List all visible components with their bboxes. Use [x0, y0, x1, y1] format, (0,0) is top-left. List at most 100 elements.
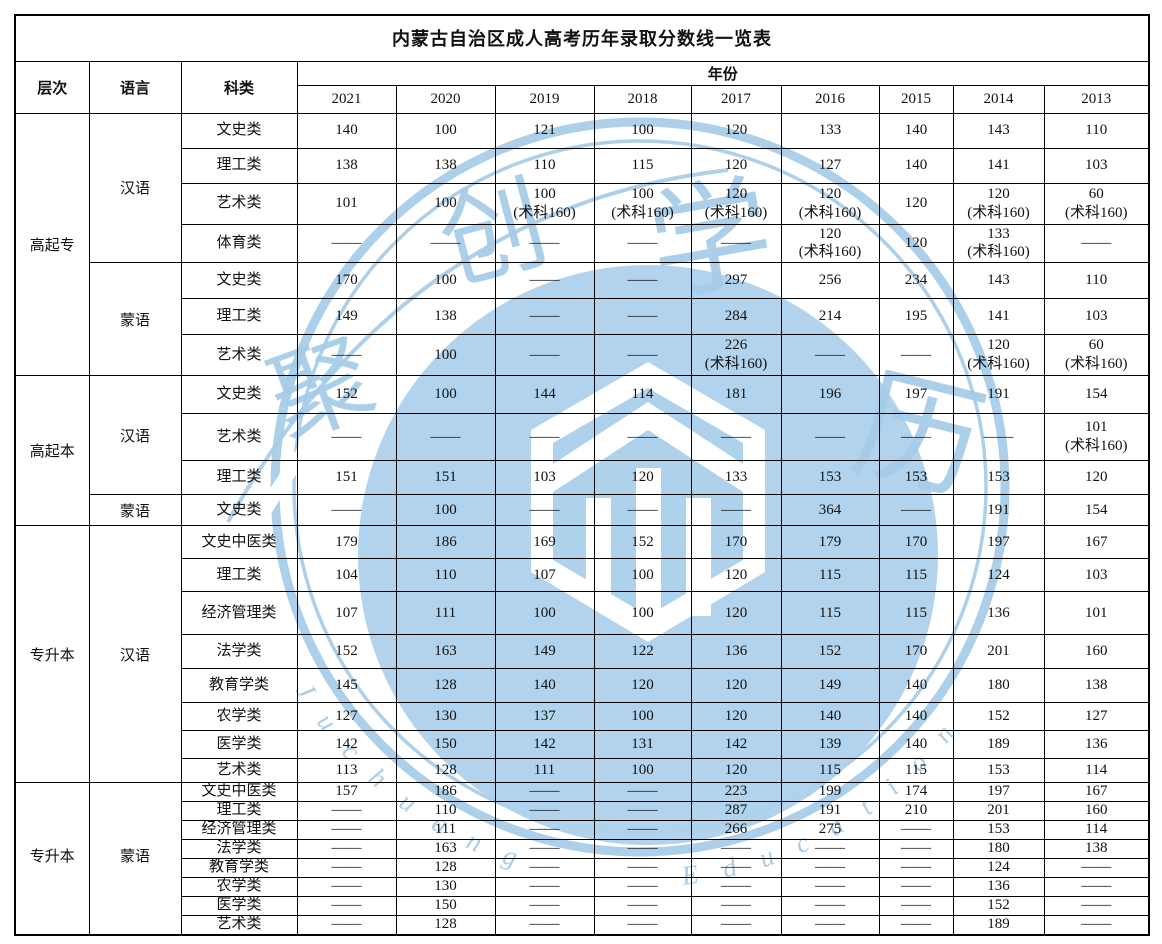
score-cell: 142: [296, 730, 397, 759]
score-cell: 110: [494, 147, 595, 184]
score-cell: ——: [593, 298, 692, 335]
score-cell: 111: [395, 591, 496, 635]
score-cell: 124: [952, 558, 1045, 592]
score-cell: 140: [878, 112, 954, 149]
score-cell: 122: [593, 634, 692, 669]
table-row: 理工类 149 138 —— —— 284 214 195 141 103: [15, 298, 1150, 335]
score-cell: 136: [952, 591, 1045, 635]
category-cell: 文史类: [180, 112, 298, 149]
table-row: 艺术类 113 128 111 100 120 115 115 153 114: [15, 758, 1150, 783]
score-cell: 120: [690, 558, 782, 592]
score-cell: ——: [593, 896, 692, 916]
score-cell: 133: [690, 460, 782, 495]
score-cell: 115: [878, 591, 954, 635]
score-cell: 287: [690, 801, 782, 821]
score-cell: 284: [690, 298, 782, 335]
score-cell: 130: [395, 877, 496, 897]
category-cell: 农学类: [180, 702, 298, 731]
score-cell: 110: [395, 558, 496, 592]
score-cell: ——: [690, 223, 782, 263]
score-cell: 120: [1043, 460, 1150, 495]
table-row: 蒙语 文史类 —— 100 —— —— —— 364 —— 191 154: [15, 494, 1150, 526]
score-cell: 138: [395, 147, 496, 184]
score-cell: 120 (术科160): [952, 182, 1045, 225]
score-cell: 197: [952, 782, 1045, 802]
category-cell: 文史中医类: [180, 525, 298, 559]
score-cell: 136: [690, 634, 782, 669]
score-cell: 256: [780, 262, 880, 299]
score-cell: 152: [952, 702, 1045, 731]
score-cell: 120: [690, 702, 782, 731]
score-cell: 114: [1043, 758, 1150, 783]
score-cell: ——: [780, 877, 880, 897]
table-row: 高起专 汉语 文史类 140 100 121 100 120 133 140 143 110: [14, 112, 1150, 376]
table-title: 内蒙古自治区成人高考历年录取分数线一览表: [14, 14, 1150, 62]
score-cell: ——: [878, 413, 954, 461]
score-cell: 157: [296, 782, 397, 802]
level-cell: 高起专: [14, 112, 90, 376]
year-header: 2020: [395, 84, 496, 114]
score-cell: 110: [395, 801, 496, 821]
score-cell: ——: [494, 839, 595, 859]
score-cell: ——: [494, 262, 595, 299]
category-cell: 艺术类: [180, 334, 298, 376]
score-cell: ——: [296, 820, 397, 840]
score-cell: 128: [395, 858, 496, 878]
table-row: 经济管理类 —— 111 —— —— 266 275 —— 153 114: [15, 820, 1150, 840]
score-cell: 142: [494, 730, 595, 759]
score-cell: ——: [494, 858, 595, 878]
score-cell: 153: [780, 460, 880, 495]
score-table: 内蒙古自治区成人高考历年录取分数线一览表 层次 语言 科类 年份 2021 2020 2019…: [14, 14, 1151, 936]
year-header: 2017: [690, 84, 782, 114]
score-cell: ——: [952, 413, 1045, 461]
score-cell: 103: [1043, 558, 1150, 592]
score-cell: 136: [952, 877, 1045, 897]
score-cell: 275: [780, 820, 880, 840]
score-cell: 127: [296, 702, 397, 731]
score-cell: ——: [593, 413, 692, 461]
score-cell: 115: [878, 758, 954, 783]
score-cell: 153: [952, 820, 1045, 840]
score-cell: 120: [690, 758, 782, 783]
category-cell: 文史类: [180, 375, 298, 414]
category-cell: 医学类: [180, 730, 298, 759]
score-cell: ——: [593, 915, 692, 935]
score-cell: 100: [593, 758, 692, 783]
score-cell: ——: [690, 896, 782, 916]
score-cell: 103: [1043, 147, 1150, 184]
score-cell: 191: [780, 801, 880, 821]
score-cell: 140: [878, 668, 954, 703]
score-cell: ——: [593, 801, 692, 821]
score-cell: 195: [878, 298, 954, 335]
score-cell: 120: [593, 668, 692, 703]
score-cell: 103: [494, 460, 595, 495]
category-cell: 法学类: [180, 634, 298, 669]
score-cell: 100: [395, 494, 496, 526]
language-cell: 汉语: [88, 112, 182, 263]
score-cell: ——: [296, 839, 397, 859]
score-cell: 100: [395, 262, 496, 299]
score-cell: 100: [494, 591, 595, 635]
score-cell: 120: [878, 182, 954, 225]
score-cell: 297: [690, 262, 782, 299]
score-cell: ——: [1043, 223, 1150, 263]
category-cell: 理工类: [180, 460, 298, 495]
score-cell: 143: [952, 262, 1045, 299]
table-row: 艺术类 —— 100 —— —— 226 (术科160) —— —— 120 (术科160) 60…: [15, 334, 1150, 376]
level-cell: 专升本: [14, 525, 90, 783]
category-cell: 文史类: [180, 494, 298, 526]
score-cell: 131: [593, 730, 692, 759]
score-cell: 101: [1043, 591, 1150, 635]
score-cell: 234: [878, 262, 954, 299]
score-cell: 120: [690, 147, 782, 184]
score-cell: ——: [494, 915, 595, 935]
level-cell: 专升本: [14, 782, 90, 935]
score-cell: 153: [952, 758, 1045, 783]
score-cell: 138: [1043, 668, 1150, 703]
table-row: 高起本 汉语 文史类 152 100 144 114 181 196 197 191 154: [14, 375, 1150, 526]
table-row: 艺术类 —— —— —— —— —— —— —— —— 101 (术科160): [15, 413, 1150, 461]
score-cell: 121: [494, 112, 595, 149]
table-row: 理工类 104 110 107 100 120 115 115 124 103: [15, 558, 1150, 592]
score-cell: ——: [780, 839, 880, 859]
category-cell: 艺术类: [180, 915, 298, 935]
